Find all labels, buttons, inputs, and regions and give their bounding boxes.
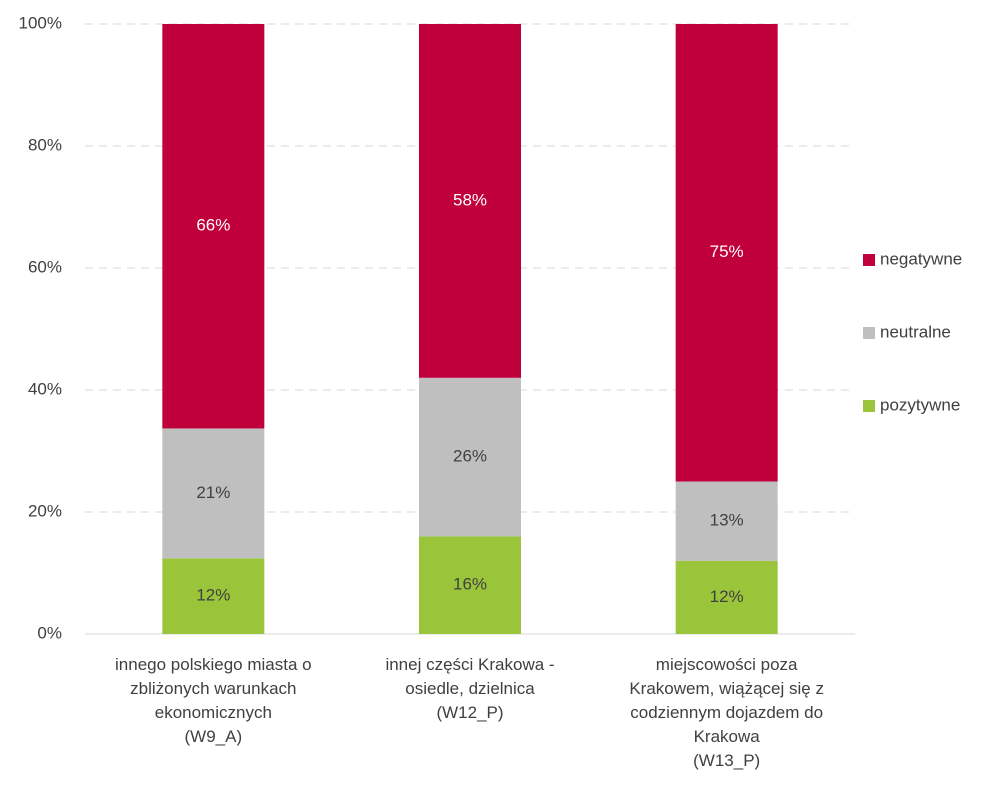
data-label: 12% xyxy=(196,586,230,605)
x-tick-label: innego polskiego miasta o zbliżonych waru… xyxy=(115,655,312,746)
x-tick-label-line: osiedle, dzielnica xyxy=(405,679,535,698)
bar-segment xyxy=(162,24,265,429)
x-tick-label-line: innej części Krakowa - xyxy=(385,655,554,674)
legend-swatch xyxy=(863,400,875,412)
y-tick-label: 60% xyxy=(28,257,62,276)
legend-label: pozytywne xyxy=(880,395,960,414)
legend-label: neutralne xyxy=(880,322,951,341)
x-tick-label-line: codziennym dojazdem do xyxy=(630,703,823,722)
data-label: 21% xyxy=(196,483,230,502)
x-tick-label: miejscowości poza Krakowem, wiążącej się … xyxy=(629,655,824,770)
x-tick-label-line: (W9_A) xyxy=(185,727,243,746)
x-tick-label-line: Krakowem, wiążącej się z xyxy=(629,679,824,698)
x-tick-label-line: ekonomicznych xyxy=(155,703,272,722)
bar-segment xyxy=(675,24,778,482)
x-tick-label-line: miejscowości poza xyxy=(656,655,798,674)
bar-segment xyxy=(419,536,521,634)
data-label: 13% xyxy=(710,511,744,530)
y-tick-label: 0% xyxy=(37,623,62,642)
data-label: 58% xyxy=(453,190,487,209)
data-label: 75% xyxy=(710,242,744,261)
bar-segment xyxy=(419,24,521,378)
x-tick-label-line: Krakowa xyxy=(694,727,761,746)
data-label: 16% xyxy=(453,575,487,594)
legend-label: negatywne xyxy=(880,249,962,268)
x-tick-label-line: (W13_P) xyxy=(693,751,760,770)
data-label: 12% xyxy=(710,587,744,606)
y-tick-label: 20% xyxy=(28,501,62,520)
bar-segment xyxy=(675,481,778,561)
bar-segment xyxy=(675,560,778,634)
x-tick-label-line: zbliżonych warunkach xyxy=(130,679,296,698)
data-label: 66% xyxy=(196,216,230,235)
y-tick-label: 40% xyxy=(28,379,62,398)
legend-swatch xyxy=(863,254,875,266)
x-tick-label: innej części Krakowa - osiedle, dzielnica… xyxy=(385,655,554,722)
bar-segment xyxy=(162,428,265,559)
bar-segment xyxy=(419,377,521,537)
x-tick-label-line: innego polskiego miasta o xyxy=(115,655,312,674)
legend-swatch xyxy=(863,327,875,339)
y-tick-label: 80% xyxy=(28,135,62,154)
data-label: 26% xyxy=(453,447,487,466)
bar-segment xyxy=(162,558,265,634)
y-tick-label: 100% xyxy=(19,13,62,32)
x-tick-label-line: (W12_P) xyxy=(436,703,503,722)
